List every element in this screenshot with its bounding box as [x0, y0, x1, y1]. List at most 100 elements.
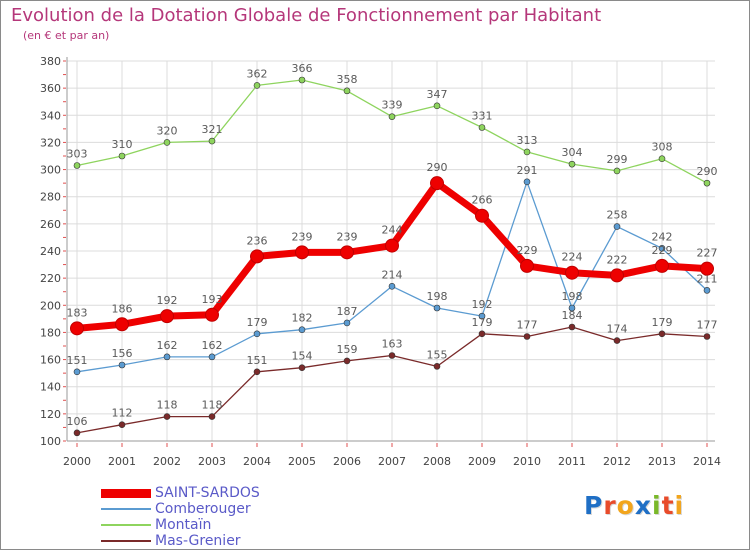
data-label-montain: 339	[382, 99, 403, 112]
data-label-mas-grenier: 154	[292, 350, 313, 363]
data-label-montain: 321	[202, 123, 223, 136]
x-tick-label: 2005	[288, 455, 316, 468]
logo-letter: t	[661, 491, 675, 520]
data-label-saint-sardos: 239	[337, 230, 358, 243]
data-point-comberouger	[163, 353, 171, 361]
data-point-comberouger	[298, 326, 306, 334]
data-label-comberouger: 151	[67, 354, 88, 367]
y-tick-label: 120	[40, 408, 61, 421]
data-label-saint-sardos: 193	[202, 293, 223, 306]
x-tick-label: 2009	[468, 455, 496, 468]
x-tick-label: 2006	[333, 455, 361, 468]
data-point-comberouger	[118, 361, 126, 369]
data-label-saint-sardos: 192	[157, 294, 178, 307]
legend-label: Montaïn	[155, 517, 212, 533]
data-label-comberouger: 211	[697, 272, 718, 285]
data-point-saint-sardos	[205, 307, 219, 322]
y-tick-label: 280	[40, 191, 61, 204]
data-point-comberouger	[478, 312, 486, 320]
legend-label: Mas-Grenier	[155, 533, 241, 549]
data-label-mas-grenier: 106	[67, 415, 88, 428]
data-point-montain	[73, 162, 81, 169]
data-point-montain	[433, 102, 441, 110]
data-point-comberouger	[73, 368, 81, 376]
x-tick-label: 2014	[693, 455, 721, 468]
data-label-mas-grenier: 163	[382, 338, 403, 351]
data-label-montain: 347	[427, 88, 448, 101]
logo-letter: x	[634, 491, 652, 520]
data-label-comberouger: 214	[382, 268, 403, 281]
data-label-saint-sardos: 244	[382, 224, 403, 237]
y-tick-label: 140	[40, 381, 61, 394]
x-tick-label: 2013	[648, 455, 676, 468]
data-label-mas-grenier: 179	[652, 316, 673, 329]
x-tick-label: 2008	[423, 455, 451, 468]
data-label-mas-grenier: 159	[337, 343, 358, 356]
data-label-comberouger: 162	[157, 339, 178, 352]
data-label-mas-grenier: 155	[427, 348, 448, 361]
chart-subtitle: (en € et par an)	[23, 29, 110, 42]
data-label-montain: 299	[607, 153, 628, 166]
y-tick-label: 320	[40, 136, 61, 149]
data-label-montain: 310	[112, 138, 133, 151]
data-point-montain	[478, 124, 486, 131]
data-point-montain	[613, 167, 621, 175]
data-point-mas-grenier	[433, 363, 441, 370]
data-point-saint-sardos	[475, 208, 489, 223]
y-tick-label: 160	[40, 354, 61, 367]
data-label-comberouger: 192	[472, 298, 493, 311]
logo-letter: i	[652, 491, 662, 520]
data-point-saint-sardos	[430, 176, 444, 191]
data-point-comberouger	[613, 223, 621, 230]
data-label-comberouger: 242	[652, 230, 673, 243]
data-point-montain	[298, 76, 306, 84]
data-point-mas-grenier	[118, 421, 126, 429]
data-point-montain	[658, 155, 666, 163]
data-point-mas-grenier	[343, 357, 351, 365]
data-label-comberouger: 179	[247, 316, 268, 329]
data-label-saint-sardos: 239	[292, 230, 313, 243]
data-point-saint-sardos	[115, 317, 129, 332]
data-label-saint-sardos: 266	[472, 194, 493, 207]
data-label-mas-grenier: 112	[112, 407, 133, 420]
logo-letter: o	[616, 491, 635, 520]
data-point-montain	[343, 87, 351, 95]
data-point-montain	[703, 179, 711, 187]
x-tick-label: 2001	[108, 455, 136, 468]
y-tick-label: 300	[40, 164, 61, 177]
data-label-montain: 304	[562, 146, 583, 159]
legend-swatch	[101, 508, 151, 510]
data-label-montain: 331	[472, 110, 493, 123]
data-point-mas-grenier	[703, 333, 711, 340]
y-tick-label: 360	[40, 82, 61, 95]
logo-letter: P	[584, 491, 604, 520]
data-label-montain: 308	[652, 141, 673, 154]
data-label-saint-sardos: 236	[247, 234, 268, 247]
data-label-saint-sardos: 186	[112, 302, 133, 315]
data-point-montain	[208, 137, 216, 145]
x-tick-label: 2010	[513, 455, 541, 468]
data-label-comberouger: 187	[337, 305, 358, 318]
x-tick-label: 2003	[198, 455, 226, 468]
data-point-mas-grenier	[478, 330, 486, 338]
data-point-comberouger	[208, 353, 216, 361]
x-tick-label: 2011	[558, 455, 586, 468]
data-label-saint-sardos: 229	[517, 244, 538, 257]
data-label-comberouger: 162	[202, 339, 223, 352]
data-label-montain: 303	[67, 148, 88, 161]
x-tick-label: 2000	[63, 455, 91, 468]
y-tick-label: 340	[40, 109, 61, 122]
data-point-comberouger	[433, 304, 441, 312]
data-point-montain	[163, 139, 171, 146]
data-point-mas-grenier	[73, 429, 81, 437]
data-label-montain: 290	[697, 165, 718, 178]
data-point-saint-sardos	[520, 258, 534, 273]
data-label-saint-sardos: 227	[697, 247, 718, 260]
legend-swatch	[101, 540, 151, 542]
data-point-montain	[523, 148, 531, 156]
data-point-comberouger	[568, 304, 576, 312]
data-label-comberouger: 198	[562, 290, 583, 303]
data-label-saint-sardos: 290	[427, 161, 448, 174]
x-tick-label: 2004	[243, 455, 271, 468]
